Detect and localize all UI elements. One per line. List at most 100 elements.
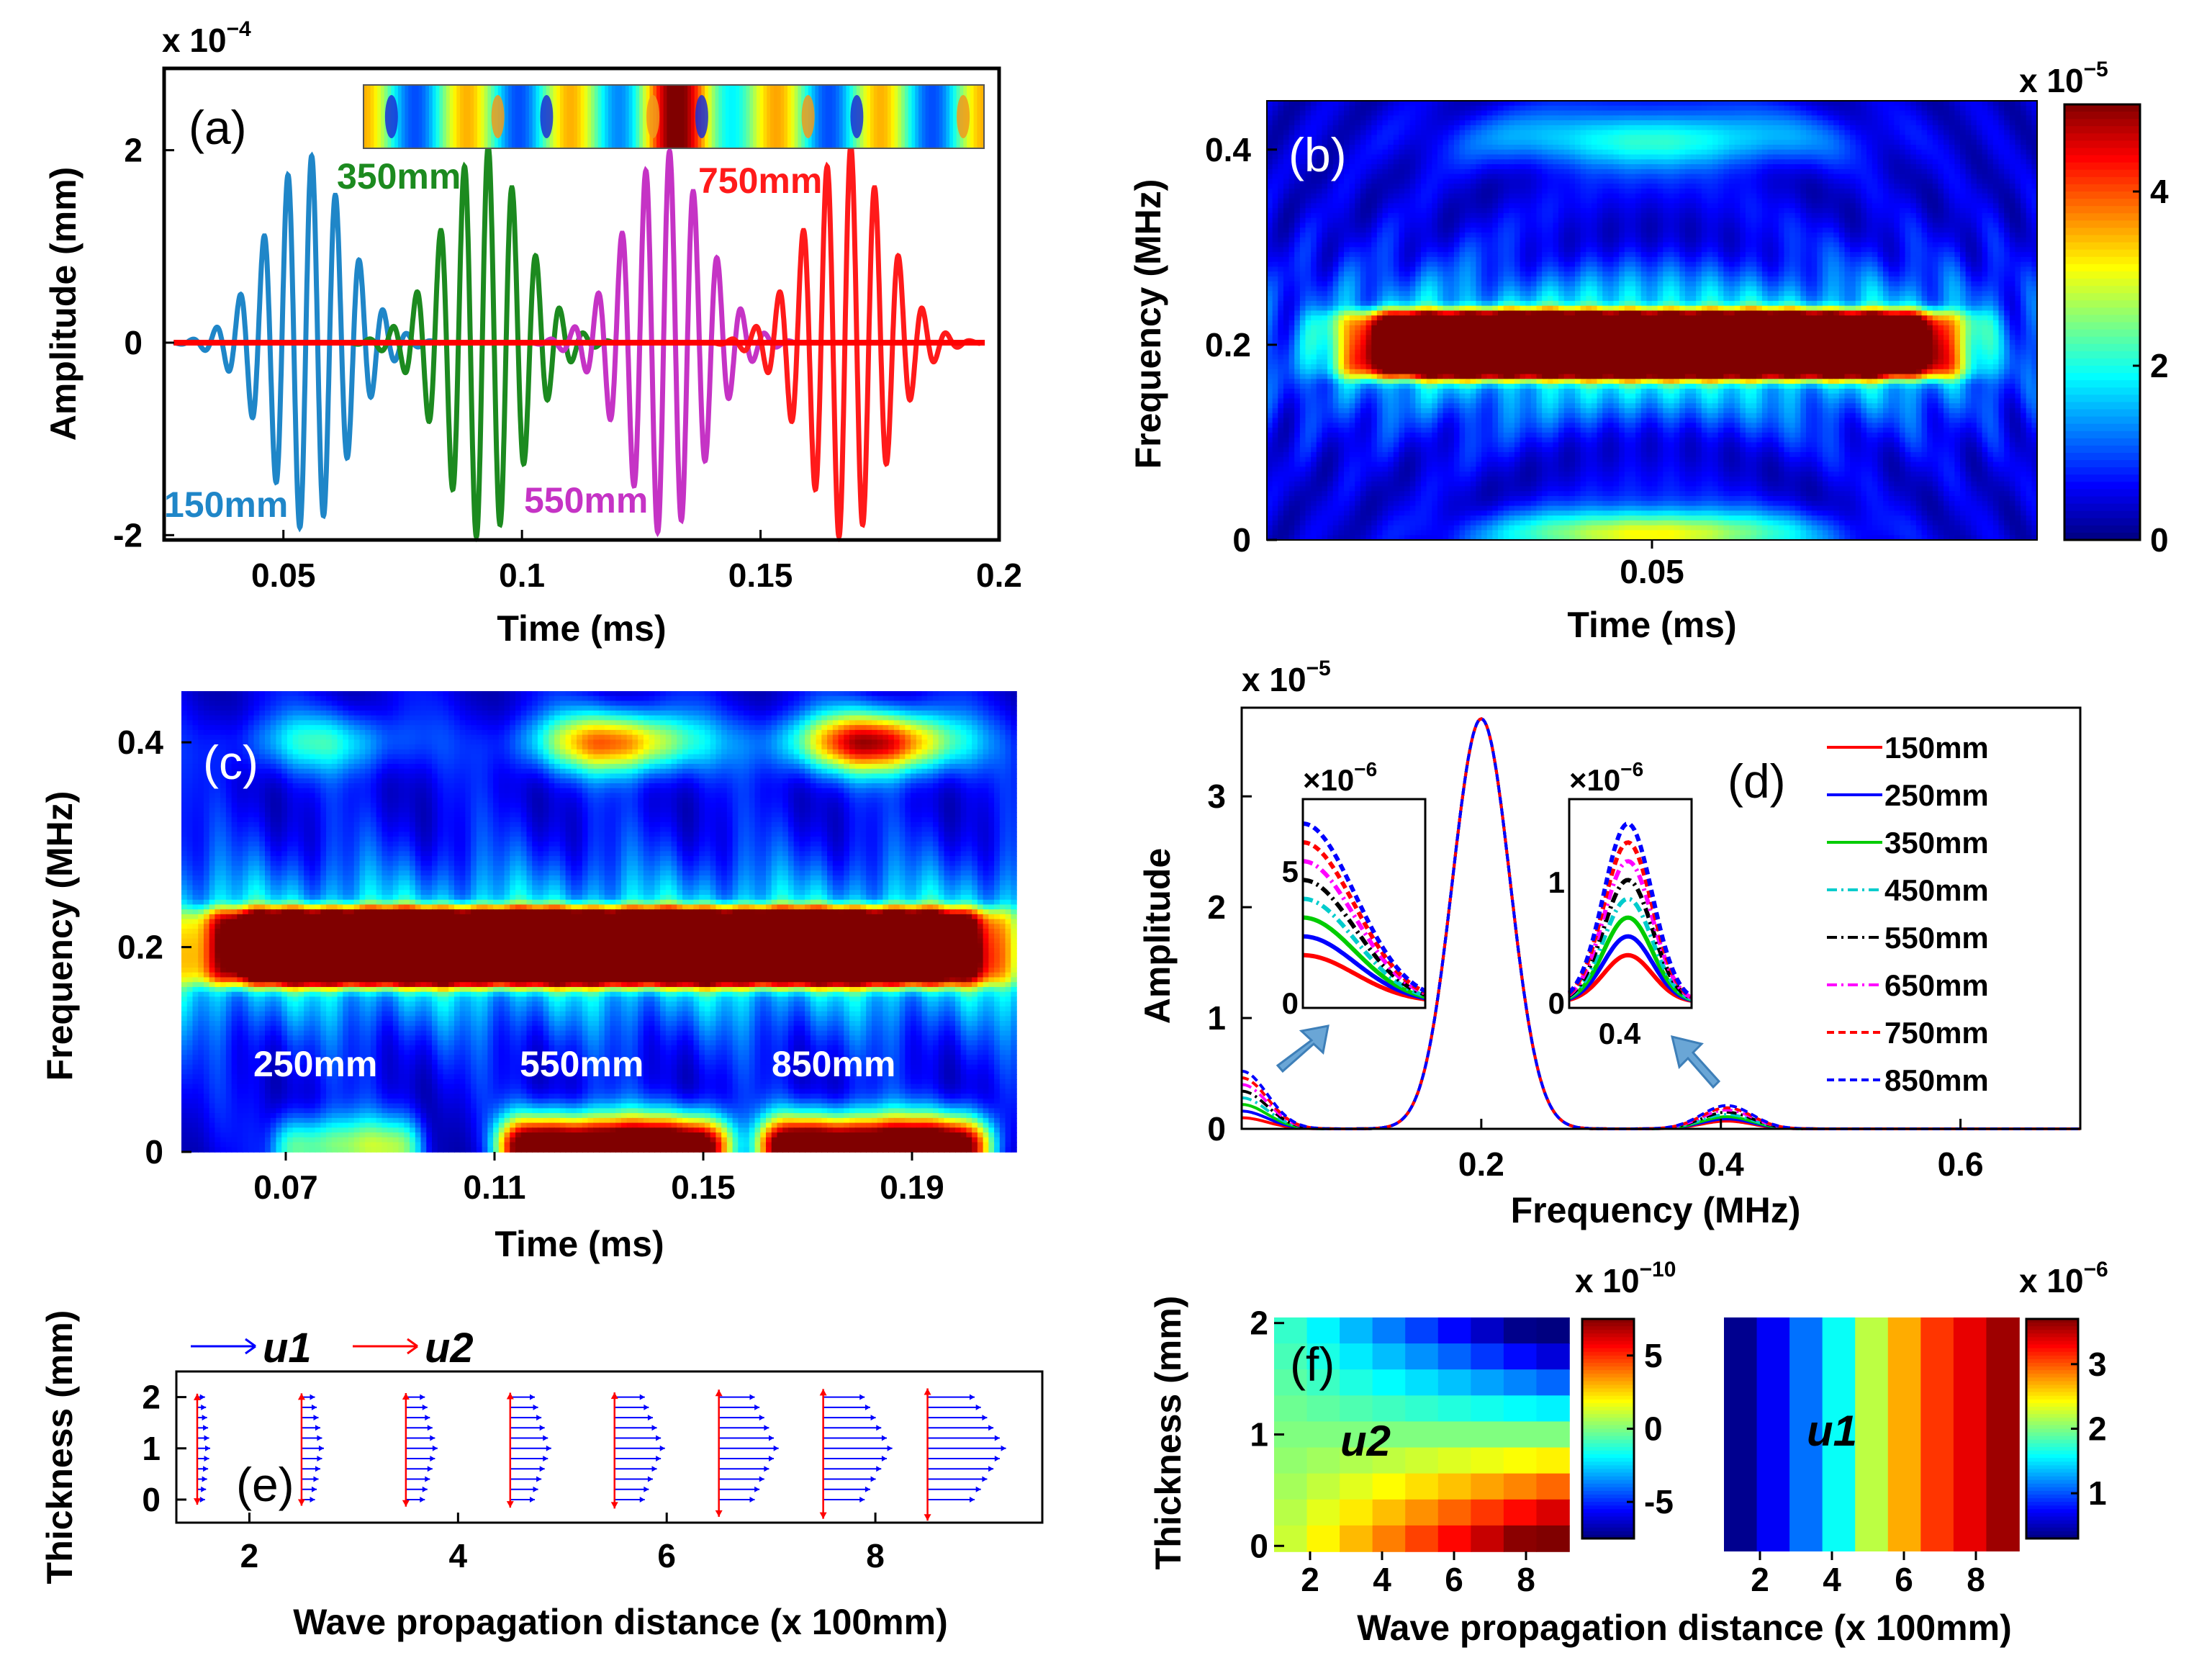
panel-b-heatmap-cell — [1640, 115, 1648, 121]
panel-b-heatmap-cell — [2031, 110, 2038, 117]
panel-b-heatmap-cell — [1888, 203, 1895, 209]
panel-b-heatmap-cell — [2004, 110, 2010, 117]
panel-b-heatmap-cell — [1679, 198, 1686, 204]
panel-b-heatmap-cell — [1602, 227, 1609, 233]
panel-b-heatmap-cell — [1833, 145, 1840, 150]
panel-b-heatmap-cell — [1332, 266, 1340, 273]
panel-b-heatmap-cell — [1547, 242, 1554, 248]
panel-b-heatmap-cell — [1267, 227, 1273, 233]
panel-b-heatmap-cell — [1558, 154, 1565, 161]
panel-b-heatmap-cell — [1619, 105, 1625, 112]
panel-b-heatmap-cell — [1344, 120, 1350, 126]
panel-b-heatmap-cell — [1844, 145, 1851, 150]
panel-a-strip-cell — [428, 85, 433, 149]
panel-b-heatmap-cell — [1866, 256, 1873, 263]
panel-b-heatmap-cell — [1267, 242, 1273, 248]
panel-b-heatmap-cell — [1267, 189, 1273, 194]
panel-b-heatmap-cell — [1437, 159, 1444, 165]
panel-b-heatmap-cell — [1795, 252, 1802, 258]
panel-b-heatmap-cell — [2009, 227, 2016, 233]
panel-b-heatmap-cell — [1272, 105, 1279, 112]
panel-b-heatmap-cell — [1591, 120, 1598, 126]
panel-b-heatmap-cell — [1822, 189, 1829, 194]
panel-b-heatmap-cell — [1586, 222, 1592, 229]
panel-b-heatmap-cell — [1640, 130, 1648, 136]
panel-b-heatmap-cell — [1921, 164, 1928, 170]
panel-b-heatmap-cell — [1949, 154, 1956, 161]
panel-b-heatmap-cell — [1432, 154, 1438, 161]
panel-b-heatmap-cell — [1657, 154, 1664, 161]
panel-b-heatmap-cell — [1965, 168, 1972, 175]
panel-b-heatmap-cell — [1717, 203, 1725, 209]
panel-b-heatmap-cell — [1751, 189, 1758, 194]
panel-b-heatmap-cell — [1459, 247, 1466, 253]
panel-b-heatmap-cell — [1393, 222, 1400, 229]
panel-b-heatmap-cell — [1668, 222, 1675, 229]
panel-b-heatmap-cell — [1530, 208, 1538, 214]
panel-b-heatmap-cell — [1283, 237, 1290, 243]
panel-b-heatmap-cell — [1740, 145, 1746, 150]
panel-b-heatmap-cell — [1982, 130, 1989, 136]
panel-b-heatmap-cell — [1938, 164, 1944, 170]
panel-b-heatmap-cell — [1971, 140, 1977, 145]
panel-b-heatmap-cell — [1503, 145, 1510, 150]
panel-b-heatmap-cell — [1976, 105, 1983, 112]
panel-b-heatmap-cell — [1558, 208, 1565, 214]
panel-b-heatmap-cell — [2026, 135, 2033, 141]
panel-b-heatmap-cell — [1415, 203, 1422, 209]
panel-b-heatmap-cell — [1987, 154, 1994, 161]
panel-b-heatmap-cell — [1453, 154, 1461, 161]
panel-b-heatmap-cell — [1591, 237, 1598, 243]
panel-b-heatmap-cell — [2021, 120, 2027, 126]
panel-b-heatmap-cell — [1674, 105, 1681, 112]
panel-b-heatmap-cell — [1415, 135, 1422, 141]
panel-b-heatmap-cell — [1800, 217, 1807, 224]
panel-b-heatmap-cell — [1679, 242, 1686, 248]
panel-b-heatmap-cell — [1707, 247, 1713, 253]
panel-b-heatmap-cell — [1459, 198, 1466, 204]
panel-b-heatmap-cell — [1761, 174, 1769, 180]
panel-b-heatmap-cell — [1453, 256, 1461, 263]
panel-b-heatmap-cell — [1679, 159, 1686, 165]
panel-b-heatmap-cell — [1360, 164, 1367, 170]
panel-b-heatmap-cell — [1811, 149, 1818, 156]
panel-b-heatmap-cell — [1976, 135, 1983, 141]
panel-b-heatmap-cell — [1674, 208, 1681, 214]
panel-b-heatmap-cell — [1965, 115, 1972, 121]
panel-b-heatmap-cell — [1492, 184, 1499, 189]
panel-b-heatmap-cell — [1553, 159, 1559, 165]
panel-b-heatmap-cell — [1734, 125, 1741, 131]
panel-b-heatmap-cell — [1393, 212, 1400, 219]
panel-b-heatmap-cell — [1684, 145, 1692, 150]
panel-b-heatmap-cell — [1448, 130, 1455, 136]
panel-b-heatmap-cell — [1278, 227, 1284, 233]
panel-b-heatmap-cell — [1299, 145, 1306, 150]
panel-b-heatmap-cell — [1646, 179, 1653, 185]
panel-b-heatmap-cell — [2026, 164, 2033, 170]
panel-b-heatmap-cell — [1861, 256, 1867, 263]
panel-b-heatmap-cell — [1640, 184, 1648, 189]
panel-b-heatmap-cell — [1855, 145, 1862, 150]
panel-b-heatmap-cell — [1806, 179, 1813, 185]
panel-b-heatmap-cell — [1982, 184, 1989, 189]
panel-b-heatmap-cell — [1679, 184, 1686, 189]
panel-b-heatmap-cell — [1486, 256, 1494, 263]
panel-b-heatmap-cell — [1822, 105, 1829, 112]
panel-b-heatmap-cell — [1267, 130, 1273, 136]
panel-b-heatmap-cell — [1877, 193, 1884, 199]
panel-b-heatmap-cell — [1828, 159, 1835, 165]
panel-b-heatmap-cell — [1553, 198, 1559, 204]
panel-b-heatmap-cell — [1987, 212, 1994, 219]
panel-b-heatmap-cell — [1624, 159, 1631, 165]
panel-b-heatmap-cell — [1558, 212, 1565, 219]
panel-b-heatmap-cell — [1563, 120, 1571, 126]
panel-b-heatmap-cell — [1553, 233, 1559, 238]
panel-a-ytick-label: 0 — [124, 324, 143, 361]
panel-b-heatmap-cell — [1476, 203, 1482, 209]
panel-b-heatmap-cell — [1910, 145, 1917, 150]
panel-b-heatmap-cell — [1817, 120, 1823, 126]
panel-b-heatmap-cell — [1921, 159, 1928, 165]
panel-b-heatmap-cell — [1509, 159, 1515, 165]
panel-b-heatmap-cell — [1327, 189, 1334, 194]
panel-b-heatmap-cell — [2015, 174, 2021, 180]
